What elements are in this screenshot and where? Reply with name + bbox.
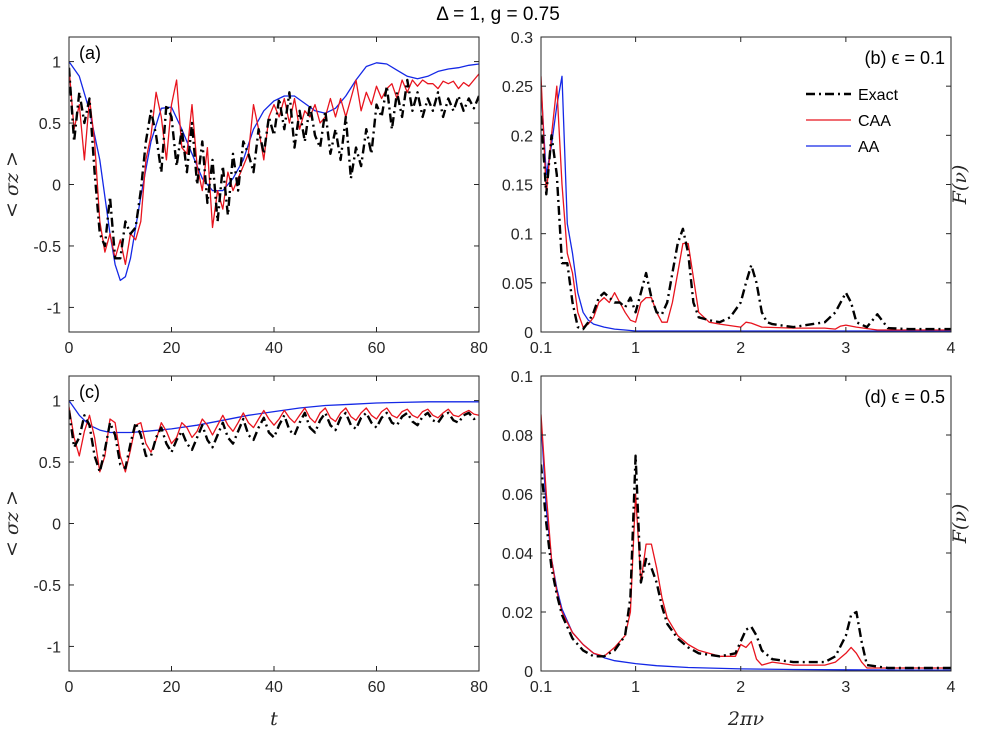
- x-tick-label: 0: [65, 679, 74, 696]
- plot-area: [69, 376, 479, 671]
- x-tick-label: 3: [841, 679, 850, 696]
- series-group: [69, 400, 479, 474]
- axes-box: [540, 375, 952, 672]
- legend: Exact CAA AA: [806, 87, 899, 156]
- series-group: [541, 75, 951, 332]
- series-line-caa: [541, 76, 951, 331]
- x-tick-label: 60: [368, 340, 386, 357]
- x-tick-label: 20: [163, 340, 181, 357]
- y-tick-label: 0.02: [502, 605, 533, 622]
- x-tick-label: 0.1: [530, 679, 552, 696]
- y-tick-label: 0.15: [502, 178, 533, 195]
- y-tick-label: 0.2: [511, 128, 533, 145]
- x-tick-label: 60: [368, 679, 386, 696]
- y-tick-label: 0.1: [511, 227, 533, 244]
- x-tick-label: 40: [265, 679, 283, 696]
- y-axis-label: F(ν): [949, 165, 971, 206]
- series-line-caa: [69, 67, 479, 266]
- panel-a: 0 20 40 60 80 -1 -0.5 0 0.5 1 (a) < σz >: [1, 36, 488, 357]
- x-axis-label: t: [270, 708, 278, 730]
- x-tick-label: 3: [841, 340, 850, 357]
- x-tick-label: 2: [736, 679, 745, 696]
- y-tick-label: 0: [524, 325, 533, 342]
- plot-area: [69, 37, 479, 332]
- x-tick-label: 1: [631, 679, 640, 696]
- x-tick-label: 80: [470, 679, 488, 696]
- plot-area: [541, 37, 951, 332]
- x-tick-label: 0: [65, 340, 74, 357]
- y-tick-label: 1: [52, 55, 61, 72]
- plot-area: [541, 376, 951, 671]
- panel-label: (d) ϵ = 0.5: [865, 387, 946, 407]
- y-tick-label: 0.06: [502, 487, 533, 504]
- panel-label: (a): [79, 43, 101, 63]
- y-axis-label: < σz >: [1, 151, 23, 218]
- y-tick-label: 0.5: [39, 455, 61, 472]
- x-axis-label: 2πν: [727, 708, 765, 730]
- x-tick-label: 80: [470, 340, 488, 357]
- y-tick-label: 0.25: [502, 79, 533, 96]
- y-tick-label: 0: [52, 517, 61, 534]
- series-line-exact: [69, 67, 479, 260]
- y-tick-label: 0: [52, 178, 61, 195]
- series-line-aa: [69, 400, 479, 434]
- panel-b: 0.1 1 2 3 4 0 0.05 0.1 0.15 0.2 0.25 0.3 (b) ϵ = 0.1…: [502, 30, 971, 357]
- legend-label-aa: AA: [858, 139, 880, 156]
- x-tick-label: 0.1: [530, 340, 552, 357]
- legend-label-caa: CAA: [858, 113, 891, 130]
- series-group: [541, 414, 951, 671]
- y-tick-label: 0.1: [511, 369, 533, 386]
- panel-label: (b) ϵ = 0.1: [865, 48, 946, 68]
- y-tick-label: 0.3: [511, 30, 533, 47]
- panel-c: 0 20 40 60 80 -1 -0.5 0 0.5 1 (c) < σz > t: [1, 375, 488, 730]
- x-tick-label: 40: [265, 340, 283, 357]
- series-line-exact: [541, 115, 951, 331]
- y-tick-label: -1: [47, 300, 61, 317]
- series-line-aa: [69, 61, 479, 282]
- y-tick-label: 0.5: [39, 116, 61, 133]
- x-tick-label: 20: [163, 679, 181, 696]
- panel-d: 0.1 1 2 3 4 0 0.02 0.04 0.06 0.08 0.1 (d) ϵ = 0.5 F(…: [502, 369, 971, 730]
- panel-label: (c): [79, 382, 100, 402]
- y-tick-label: 1: [52, 394, 61, 411]
- figure-title: Δ = 1, g = 0.75: [436, 4, 560, 25]
- y-axis-label: < σz >: [1, 490, 23, 557]
- series-line-aa: [541, 75, 951, 332]
- y-tick-label: 0.04: [502, 546, 533, 563]
- x-tick-label: 1: [631, 340, 640, 357]
- y-axis-label: F(ν): [949, 504, 971, 545]
- y-tick-label: -0.5: [33, 239, 61, 256]
- series-group: [69, 61, 479, 282]
- y-tick-label: -0.5: [33, 578, 61, 595]
- panels: 0 20 40 60 80-1-0.500.51(a)< σz >0.1 1 2 3 400.0…: [1, 30, 971, 730]
- x-tick-label: 4: [947, 340, 956, 357]
- legend-label-exact: Exact: [858, 87, 899, 104]
- y-tick-label: -1: [47, 639, 61, 656]
- x-tick-label: 4: [947, 679, 956, 696]
- series-line-exact: [541, 454, 951, 670]
- series-line-caa: [541, 414, 951, 669]
- y-tick-label: 0.05: [502, 276, 533, 293]
- series-line-caa: [69, 406, 479, 473]
- y-tick-label: 0.08: [502, 428, 533, 445]
- y-tick-label: 0: [524, 664, 533, 681]
- x-tick-label: 2: [736, 340, 745, 357]
